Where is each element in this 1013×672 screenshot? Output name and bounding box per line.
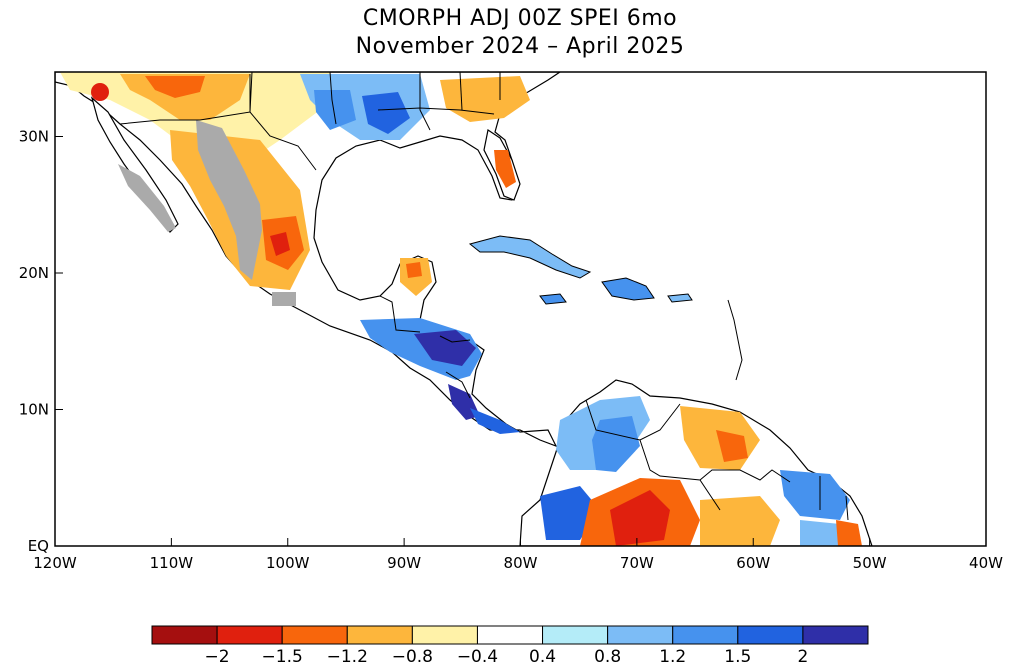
colorbar-swatch	[737, 625, 804, 645]
lon-tick-label: 110W	[150, 554, 194, 572]
colorbar-label: −0.8	[392, 647, 433, 667]
political-borders	[119, 72, 849, 521]
colorbar-label: −0.4	[457, 647, 498, 667]
colorbar-label: 1.5	[724, 647, 751, 667]
colorbar-swatch	[216, 625, 283, 645]
colorbar: −2 −1.5 −1.2 −0.8 −0.4 0.4 0.8 1.2 1.5 2	[151, 625, 869, 667]
colorbar-swatch	[542, 625, 609, 645]
lat-tick-label: 20N	[19, 264, 49, 282]
map-title-line2: November 2024 – April 2025	[355, 34, 685, 59]
lat-tick-label: 10N	[19, 401, 49, 419]
cuba	[468, 235, 592, 279]
longitude-axis: 120W 110W 100W 90W 80W 70W 60W 50W 40W	[33, 538, 1003, 572]
colorbar-swatch	[607, 625, 674, 645]
lon-tick-label: 40W	[969, 554, 1003, 572]
colorbar-label: −1.5	[262, 647, 303, 667]
colorbar-swatch	[151, 625, 218, 645]
map-title-line1: CMORPH ADJ 00Z SPEI 6mo	[362, 6, 678, 31]
colorbar-label: 2	[797, 647, 808, 667]
lon-tick-label: 100W	[266, 554, 310, 572]
lon-tick-label: 60W	[736, 554, 770, 572]
colorbar-swatch	[281, 625, 348, 645]
lon-tick-label: 90W	[387, 554, 421, 572]
colorbar-label: 1.2	[659, 647, 686, 667]
puerto-rico	[667, 293, 693, 303]
colorbar-swatch	[476, 625, 544, 645]
colorbar-swatch	[802, 625, 869, 645]
hispaniola	[601, 277, 655, 301]
lon-tick-label: 50W	[853, 554, 887, 572]
map-fields	[55, 72, 873, 546]
lon-tick-label: 120W	[33, 554, 77, 572]
colorbar-swatch	[411, 625, 478, 645]
north-america-land	[55, 72, 562, 448]
lat-tick-label: EQ	[28, 537, 49, 555]
lat-tick-label: 30N	[19, 128, 49, 146]
lon-tick-label: 80W	[504, 554, 538, 572]
jamaica	[539, 293, 567, 305]
colorbar-label: −2	[205, 647, 230, 667]
spei-anomalies	[60, 72, 862, 546]
lesser-antilles	[727, 299, 743, 381]
caribbean-islands	[468, 235, 743, 381]
lon-tick-label: 70W	[620, 554, 654, 572]
colorbar-label: 0.8	[594, 647, 621, 667]
colorbar-swatch	[346, 625, 413, 645]
colorbar-label: −1.2	[327, 647, 368, 667]
colorbar-swatch	[672, 625, 739, 645]
colorbar-label: 0.4	[529, 647, 556, 667]
latitude-axis: EQ 10N 20N 30N	[19, 128, 63, 555]
